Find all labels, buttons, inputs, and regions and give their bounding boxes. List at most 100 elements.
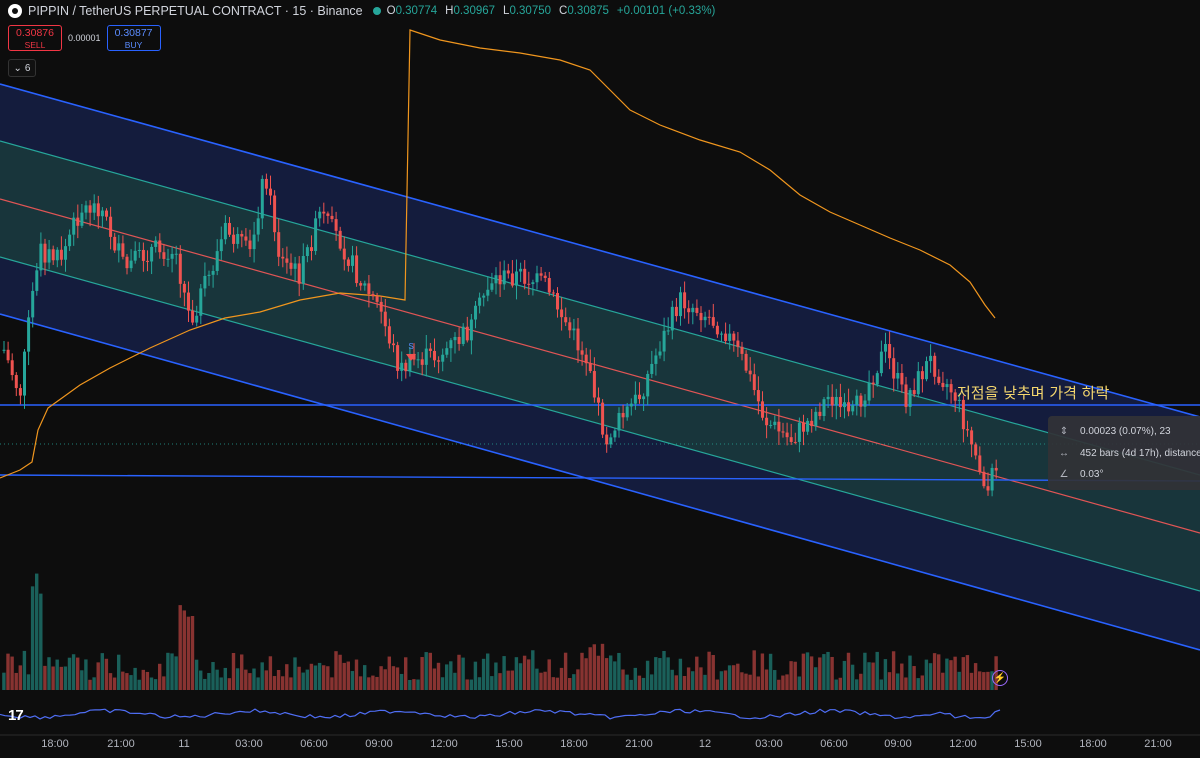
volume-bar (510, 670, 514, 690)
sell-signal-marker[interactable] (406, 354, 416, 361)
channel-inner-upper-line[interactable] (0, 140, 1200, 476)
candle-body (10, 360, 14, 376)
candle-body (822, 399, 826, 417)
volume-bar (568, 678, 572, 690)
candle-body (908, 390, 912, 407)
ohlc-key: O (386, 5, 396, 17)
volume-bar (969, 672, 974, 690)
volume-bar (416, 679, 420, 690)
chart-text-annotation[interactable]: 저점을 낮추며 가격 하락 (957, 384, 1110, 402)
candle-body (318, 211, 322, 219)
volume-bar (76, 657, 80, 690)
volume-bar (752, 650, 756, 690)
volume-bar (781, 675, 785, 690)
volume-bar (658, 658, 662, 690)
candle-body (720, 333, 723, 335)
candle-body (642, 396, 646, 400)
volume-bar (736, 663, 740, 690)
candle-body (416, 359, 420, 361)
candle-body (937, 376, 941, 383)
volume-bar (420, 657, 424, 690)
candle-body (646, 373, 650, 397)
candle-body (941, 382, 945, 388)
volume-bar (727, 665, 732, 690)
candles-layer[interactable] (2, 173, 998, 497)
volume-bar (945, 658, 949, 690)
horizontal-line-lower[interactable] (0, 474, 1200, 482)
volume-bar (293, 657, 297, 690)
volume-bar (797, 676, 801, 690)
volume-bar (63, 666, 68, 690)
candle-body (531, 282, 535, 285)
volume-bar (809, 656, 814, 690)
buy-button[interactable]: 0.30877 BUY (106, 25, 161, 51)
volume-bar (859, 673, 863, 690)
candle-body (900, 373, 904, 385)
symbol-header: PIPPIN / TetherUS PERPETUAL CONTRACT · 1… (8, 4, 715, 18)
volume-bar (88, 679, 92, 690)
candle-body (605, 434, 609, 445)
volume-bar (703, 674, 707, 690)
volume-bar (666, 657, 670, 690)
candle-body (539, 273, 543, 276)
volume-bar (891, 651, 896, 690)
candle-body (146, 260, 149, 262)
candle-body (437, 360, 441, 362)
candle-body (994, 467, 998, 471)
candle-body (76, 217, 80, 226)
volume-bar (760, 653, 765, 690)
volume-bar (732, 665, 736, 690)
volume-bar (363, 665, 367, 690)
time-axis-label: 11 (178, 738, 190, 750)
candle-body (588, 363, 592, 372)
ohlc-close: 0.30875 (567, 5, 609, 17)
volume-bar (125, 673, 129, 690)
candle-body (457, 336, 461, 344)
candle-body (650, 363, 654, 374)
candle-body (490, 283, 494, 290)
candle-body (851, 405, 855, 412)
channel-lower-line[interactable] (0, 313, 1200, 651)
channel-mid-line[interactable] (0, 198, 1200, 534)
candle-body (506, 270, 510, 274)
time-axis-label: 06:00 (300, 738, 328, 750)
candle-body (592, 371, 596, 398)
volume-bar (461, 657, 465, 690)
candle-body (925, 361, 928, 380)
candle-body (838, 396, 842, 408)
tradingview-logo-icon[interactable]: 17 (8, 707, 24, 724)
symbol-title[interactable]: PIPPIN / TetherUS PERPETUAL CONTRACT · 1… (28, 4, 363, 18)
volume-bar (399, 673, 404, 690)
candle-body (633, 394, 637, 404)
time-axis-label: 12 (698, 738, 712, 750)
volume-bar (342, 662, 346, 690)
candle-body (453, 336, 457, 341)
candle-body (859, 395, 863, 407)
candle-body (121, 243, 125, 257)
volume-bar (764, 669, 769, 690)
volume-bar (551, 677, 555, 690)
volume-bar (588, 647, 592, 690)
indicators-toggle-button[interactable]: ⌄ 6 (8, 59, 36, 77)
channel-upper-line[interactable] (0, 83, 1200, 418)
candle-body (182, 283, 186, 293)
candle-body (387, 326, 391, 344)
trade-panel: 0.30876 SELL 0.00001 0.30877 BUY (8, 25, 161, 51)
candle-body (244, 236, 248, 241)
chevron-down-icon: ⌄ (13, 62, 22, 74)
volume-bar (178, 605, 182, 690)
volume-bar (645, 660, 650, 690)
lightning-icon[interactable]: ⚡ (992, 670, 1008, 686)
volume-bar (609, 655, 613, 690)
sell-button[interactable]: 0.30876 SELL (8, 25, 62, 51)
volume-bar (961, 657, 965, 690)
candle-body (400, 362, 404, 371)
volume-bar (834, 679, 838, 690)
volume-bar (346, 661, 350, 690)
candle-body (871, 382, 875, 385)
ohlc-high: 0.30967 (453, 5, 496, 17)
candle-body (445, 348, 449, 355)
volume-bar (531, 650, 535, 690)
candle-body (232, 234, 236, 244)
